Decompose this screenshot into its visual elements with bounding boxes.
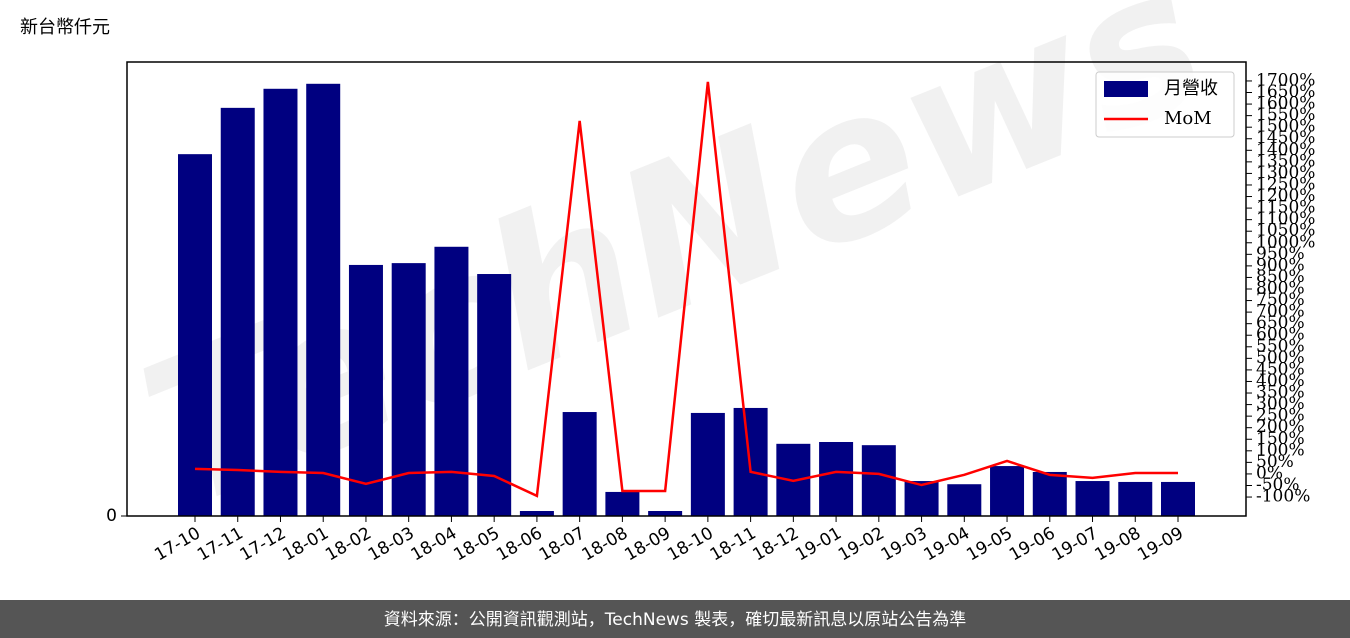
y2-tick-label: 350% (1256, 383, 1305, 403)
y2-tick-label: 150% (1256, 429, 1305, 449)
y2-tick-label: 500% (1256, 348, 1305, 368)
bar (477, 274, 512, 516)
y2-tick-label: 550% (1256, 336, 1305, 356)
bar (648, 511, 683, 516)
y2-tick-label: 450% (1256, 359, 1305, 379)
bar (519, 511, 554, 516)
x-tick-label: 17-10 (151, 523, 204, 565)
x-tick-label: 18-10 (664, 523, 717, 565)
y2-tick-label: 1550% (1256, 105, 1315, 125)
y2-tick-label: 1150% (1256, 198, 1315, 218)
x-tick-label: 19-06 (1006, 523, 1059, 565)
x-tick-label: 19-02 (835, 523, 888, 565)
y2-tick-label: 250% (1256, 406, 1305, 426)
x-tick-label: 19-01 (792, 523, 845, 565)
y2-tick-label: 50% (1256, 452, 1294, 472)
bar (306, 83, 341, 517)
y2-tick-label: 1000% (1256, 232, 1315, 252)
y2-tick-label: 1700% (1256, 70, 1315, 90)
y-tick-label: 0 (106, 506, 117, 526)
legend-label: 月營收 (1164, 78, 1218, 99)
legend-swatch (1104, 81, 1148, 97)
source-note: 資料來源：公開資訊觀測站，TechNews 製表，確切最新訊息以原站公告為準 (384, 610, 966, 630)
y2-tick-label: 200% (1256, 417, 1305, 437)
bar (562, 412, 597, 516)
bar (1118, 481, 1153, 516)
y2-tick-label: 300% (1256, 394, 1305, 414)
x-tick-label: 18-07 (536, 523, 589, 565)
y2-tick-label: 100% (1256, 440, 1305, 460)
y2-tick-label: 650% (1256, 313, 1305, 333)
y2-tick-label: 0% (1256, 463, 1283, 483)
x-tick-label: 19-08 (1091, 523, 1144, 565)
x-tick-label: 19-05 (963, 523, 1016, 565)
bar (690, 412, 725, 516)
y2-tick-label: 1400% (1256, 140, 1315, 160)
y2-tick-label: 800% (1256, 279, 1305, 299)
y2-tick-label: 1650% (1256, 82, 1315, 102)
y2-tick-label: 1500% (1256, 117, 1315, 137)
y2-tick-label: 950% (1256, 244, 1305, 264)
x-tick-label: 19-03 (878, 523, 931, 565)
bar (605, 491, 640, 516)
bar (1032, 471, 1067, 516)
x-tick-label: 18-08 (579, 523, 632, 565)
bar (348, 264, 383, 516)
bar (434, 246, 469, 516)
x-tick-label: 19-09 (1134, 523, 1187, 565)
x-tick-label: 18-02 (322, 523, 375, 565)
y2-tick-label: -100% (1256, 487, 1310, 507)
y2-tick-label: 750% (1256, 290, 1305, 310)
bar (1161, 481, 1195, 516)
x-tick-label: 18-11 (707, 523, 760, 565)
bar (947, 484, 982, 516)
x-tick-label: 18-12 (750, 523, 803, 565)
y2-tick-label: -50% (1256, 475, 1300, 495)
bar (861, 445, 896, 516)
x-tick-label: 19-04 (921, 523, 974, 565)
x-tick-label: 18-04 (408, 523, 461, 565)
bar (220, 107, 255, 516)
legend-label: MoM (1164, 108, 1212, 129)
x-tick-label: 19-07 (1049, 523, 1102, 565)
y-axis-label: 新台幣仟元 (20, 17, 110, 38)
y2-tick-label: 400% (1256, 371, 1305, 391)
bar (1075, 481, 1110, 516)
y2-tick-label: 1250% (1256, 174, 1315, 194)
y2-tick-label: 1450% (1256, 128, 1315, 148)
y2-tick-label: 1200% (1256, 186, 1315, 206)
x-tick-label: 18-01 (279, 523, 332, 565)
footer-bar (0, 600, 1350, 638)
bar (263, 88, 298, 516)
line (194, 81, 1178, 498)
y2-tick-label: 1350% (1256, 151, 1315, 171)
y2-tick-label: 700% (1256, 302, 1305, 322)
bar (819, 441, 854, 516)
y2-tick-label: 1300% (1256, 163, 1315, 183)
bar (990, 466, 1025, 516)
y2-tick-label: 600% (1256, 325, 1305, 345)
x-tick-label: 18-06 (493, 523, 546, 565)
bar (904, 481, 939, 516)
bar (178, 154, 212, 517)
y2-tick-label: 900% (1256, 255, 1305, 275)
x-tick-label: 18-05 (450, 523, 503, 565)
x-tick-label: 18-09 (621, 523, 674, 565)
y2-tick-label: 1100% (1256, 209, 1315, 229)
y2-tick-label: 1050% (1256, 221, 1315, 241)
x-tick-label: 18-03 (365, 523, 418, 565)
y2-tick-label: 1600% (1256, 94, 1315, 114)
y2-tick-label: 850% (1256, 267, 1305, 287)
bar (391, 263, 426, 516)
